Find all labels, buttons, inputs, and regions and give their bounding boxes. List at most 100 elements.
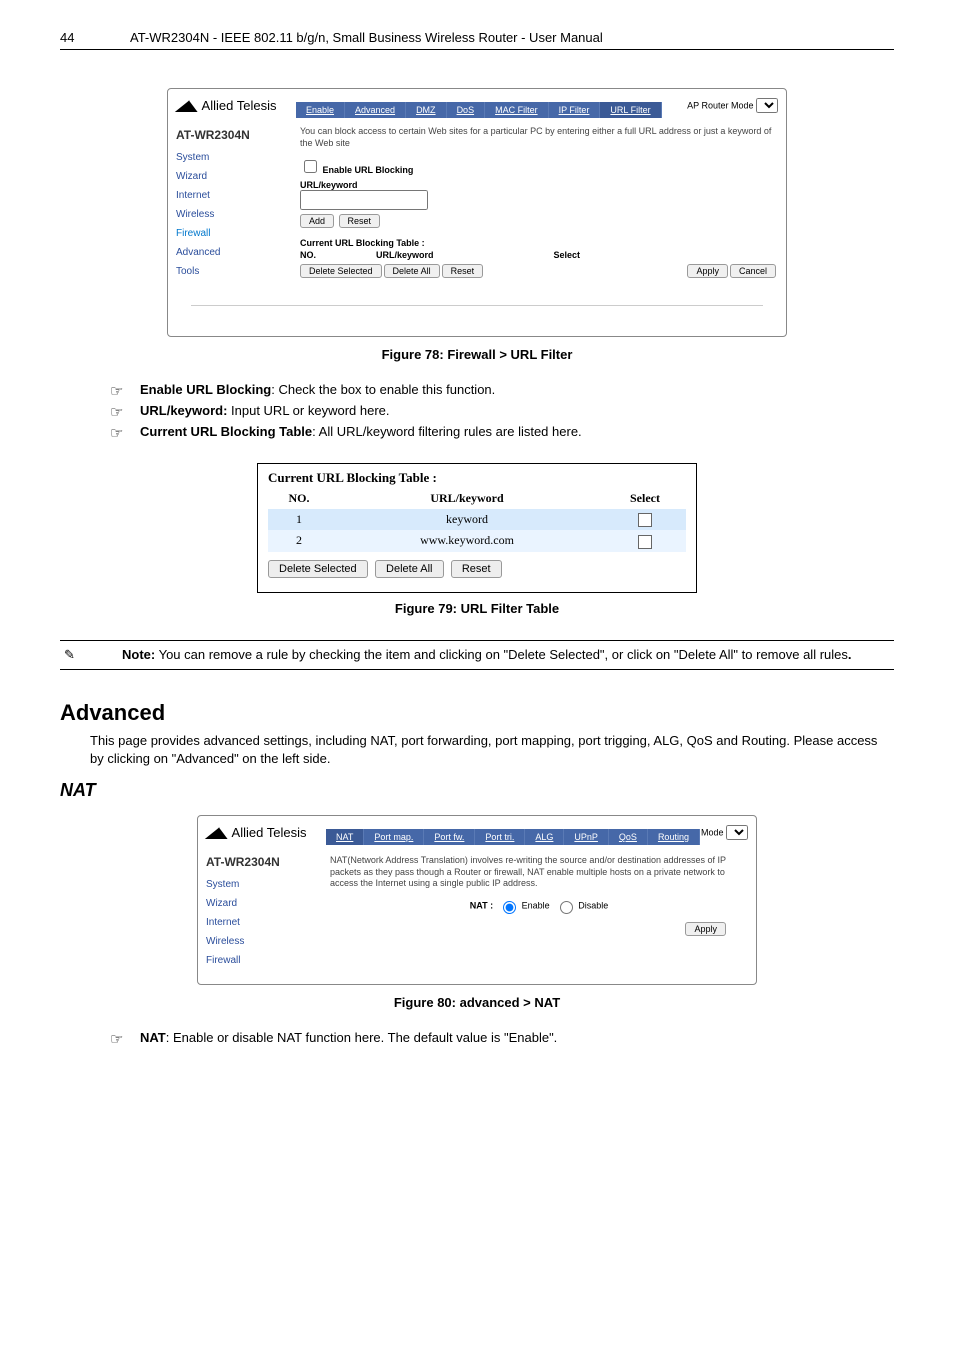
tab-nat[interactable]: NAT <box>326 829 364 845</box>
bullets-2: ☞ NAT: Enable or disable NAT function he… <box>110 1030 894 1049</box>
fig79-r1-url: keyword <box>330 509 604 530</box>
bullets-1: ☞ Enable URL Blocking: Check the box to … <box>110 382 894 443</box>
tab-macfilter[interactable]: MAC Filter <box>485 102 549 118</box>
tab-routing[interactable]: Routing <box>648 829 700 845</box>
logo-text: Allied Telesis <box>232 825 307 840</box>
nat-enable-label: Enable <box>522 900 550 910</box>
fig80-model: AT-WR2304N <box>206 855 326 869</box>
mode-dropdown[interactable] <box>756 98 778 113</box>
model-label: AT-WR2304N <box>176 128 296 142</box>
blocking-table-title: Current URL Blocking Table : <box>300 238 425 248</box>
side-firewall[interactable]: Firewall <box>176 228 296 239</box>
enable-url-checkbox[interactable] <box>304 160 317 173</box>
col-url: URL/keyword <box>376 250 434 260</box>
b3-rest: : All URL/keyword filtering rules are li… <box>312 424 582 439</box>
delete-all-button[interactable]: Delete All <box>384 264 440 278</box>
logo-icon: ◢◣ <box>206 824 228 841</box>
note-block: ✎ Note: You can remove a rule by checkin… <box>60 640 894 670</box>
b2-1-bold: NAT <box>140 1030 166 1045</box>
delete-selected-button[interactable]: Delete Selected <box>300 264 382 278</box>
fig79-reset[interactable]: Reset <box>451 560 502 578</box>
nat-disable-label: Disable <box>578 900 608 910</box>
nat-disable-radio[interactable] <box>560 901 573 914</box>
tab-enable[interactable]: Enable <box>296 102 345 118</box>
tab-porttri[interactable]: Port tri. <box>475 829 525 845</box>
cancel-button[interactable]: Cancel <box>730 264 776 278</box>
tab-qos[interactable]: QoS <box>609 829 648 845</box>
fig79-col-select: Select <box>604 488 686 509</box>
side-firewall[interactable]: Firewall <box>206 955 326 966</box>
tab-advanced[interactable]: Advanced <box>345 102 406 118</box>
fig80-desc: NAT(Network Address Translation) involve… <box>330 855 748 890</box>
urlkw-label: URL/keyword <box>300 180 358 190</box>
pointer-icon: ☞ <box>110 1030 140 1049</box>
side-wizard[interactable]: Wizard <box>176 171 296 182</box>
col-select: Select <box>554 250 581 260</box>
fig79-delall[interactable]: Delete All <box>375 560 443 578</box>
fig80-tabs: NAT Port map. Port fw. Port tri. ALG UPn… <box>326 829 748 845</box>
pointer-icon: ☞ <box>110 424 140 443</box>
side-advanced[interactable]: Advanced <box>176 247 296 258</box>
reset-button[interactable]: Reset <box>339 214 381 228</box>
nat-label: NAT : <box>470 900 493 910</box>
side-wizard[interactable]: Wizard <box>206 898 326 909</box>
logo-icon: ◢◣ <box>176 97 198 114</box>
fig79-r1-check[interactable] <box>638 513 652 527</box>
tab-portmap[interactable]: Port map. <box>364 829 424 845</box>
side-internet[interactable]: Internet <box>206 917 326 928</box>
add-button[interactable]: Add <box>300 214 334 228</box>
tab-upnp[interactable]: UPnP <box>564 829 609 845</box>
tab-dmz[interactable]: DMZ <box>406 102 447 118</box>
nat-enable-radio[interactable] <box>503 901 516 914</box>
mode-dropdown[interactable] <box>726 825 748 840</box>
fig79-box: Current URL Blocking Table : NO. URL/key… <box>257 463 697 593</box>
note-bold: Note: <box>122 647 155 662</box>
tab-alg[interactable]: ALG <box>525 829 564 845</box>
tab-ipfilter[interactable]: IP Filter <box>549 102 601 118</box>
reset-button-2[interactable]: Reset <box>442 264 484 278</box>
fig78-desc: You can block access to certain Web site… <box>300 126 778 149</box>
side-internet[interactable]: Internet <box>176 190 296 201</box>
side-tools[interactable]: Tools <box>176 266 296 277</box>
fig78-screenshot: ◢◣ Allied Telesis AP Router Mode Enable … <box>167 88 787 337</box>
b2-1-rest: : Enable or disable NAT function here. T… <box>166 1030 558 1045</box>
b1-bold: Enable URL Blocking <box>140 382 271 397</box>
urlkw-input[interactable] <box>300 190 428 210</box>
fig79-col-no: NO. <box>268 488 330 509</box>
b3-bold: Current URL Blocking Table <box>140 424 312 439</box>
tab-portfw[interactable]: Port fw. <box>424 829 475 845</box>
enable-url-label: Enable URL Blocking <box>323 165 414 175</box>
page-number: 44 <box>60 30 130 45</box>
tab-dos[interactable]: DoS <box>447 102 486 118</box>
logo-text: Allied Telesis <box>202 98 277 113</box>
pointer-icon: ☞ <box>110 403 140 422</box>
fig79-title: Current URL Blocking Table : <box>268 470 686 486</box>
fig80-screenshot: ◢◣ Allied Telesis AP Router Mode NAT Por… <box>197 815 757 985</box>
mode-select: AP Router Mode <box>687 98 778 113</box>
pencil-icon: ✎ <box>60 640 118 669</box>
tab-urlfilter[interactable]: URL Filter <box>600 102 661 118</box>
b2-bold: URL/keyword: <box>140 403 227 418</box>
fig79-r1-no: 1 <box>268 509 330 530</box>
fig79-r2-check[interactable] <box>638 535 652 549</box>
apply-button[interactable]: Apply <box>687 264 728 278</box>
side-wireless[interactable]: Wireless <box>176 209 296 220</box>
fig79-r2-no: 2 <box>268 530 330 551</box>
col-no: NO. <box>300 250 316 260</box>
fig79-delsel[interactable]: Delete Selected <box>268 560 368 578</box>
nat-heading: NAT <box>60 780 894 801</box>
note-period: . <box>848 647 852 662</box>
b1-rest: : Check the box to enable this function. <box>271 382 495 397</box>
fig79-r2-url: www.keyword.com <box>330 530 604 551</box>
advanced-heading: Advanced <box>60 700 894 726</box>
side-wireless[interactable]: Wireless <box>206 936 326 947</box>
advanced-body: This page provides advanced settings, in… <box>90 732 894 768</box>
fig79-col-url: URL/keyword <box>330 488 604 509</box>
header-title: AT-WR2304N - IEEE 802.11 b/g/n, Small Bu… <box>130 30 894 45</box>
side-system[interactable]: System <box>176 152 296 163</box>
fig80-caption: Figure 80: advanced > NAT <box>60 995 894 1010</box>
fig80-apply[interactable]: Apply <box>685 922 726 936</box>
side-system[interactable]: System <box>206 879 326 890</box>
fig78-caption: Figure 78: Firewall > URL Filter <box>60 347 894 362</box>
fig79-caption: Figure 79: URL Filter Table <box>60 601 894 616</box>
